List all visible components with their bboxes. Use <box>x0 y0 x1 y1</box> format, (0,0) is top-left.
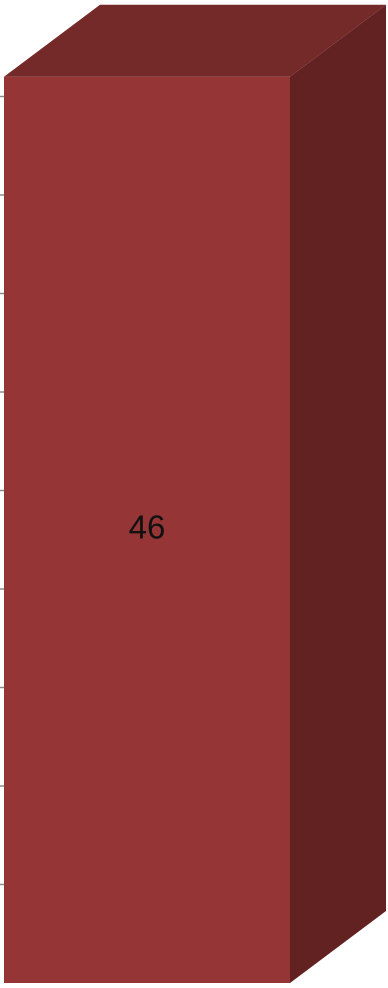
bar-series <box>4 4 386 984</box>
bar-side-face <box>290 4 386 984</box>
data-label: 46 <box>129 509 166 546</box>
bar-top-face <box>4 4 386 77</box>
bar-front-face <box>4 76 290 984</box>
